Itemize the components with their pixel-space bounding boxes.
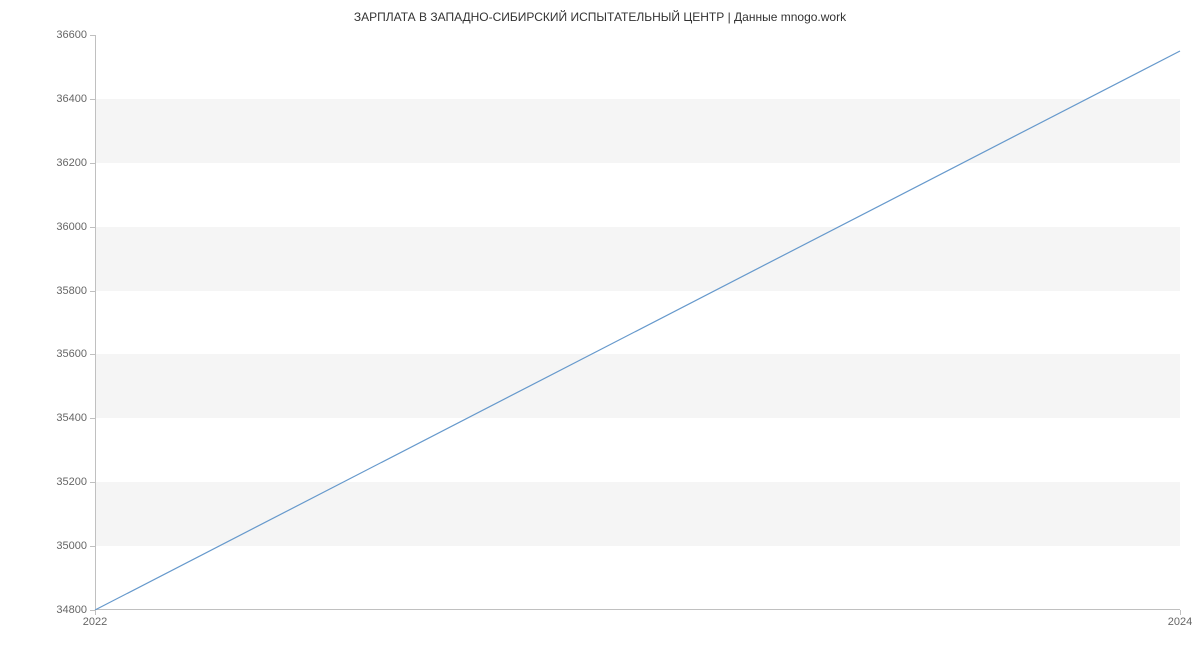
y-tick-label: 36600 [56, 29, 87, 41]
y-tick-mark [90, 418, 95, 419]
x-tick-mark [1180, 610, 1181, 615]
y-tick-label: 35200 [56, 476, 87, 488]
y-tick-label: 36200 [56, 157, 87, 169]
y-tick-mark [90, 546, 95, 547]
y-tick-mark [90, 163, 95, 164]
y-tick-mark [90, 354, 95, 355]
salary-line-chart: ЗАРПЛАТА В ЗАПАДНО-СИБИРСКИЙ ИСПЫТАТЕЛЬН… [0, 0, 1200, 650]
x-tick-mark [95, 610, 96, 615]
x-tick-label: 2024 [1168, 616, 1192, 628]
y-tick-label: 35000 [56, 540, 87, 552]
data-line [95, 35, 1180, 610]
y-tick-mark [90, 99, 95, 100]
y-tick-mark [90, 482, 95, 483]
y-tick-label: 35600 [56, 348, 87, 360]
chart-title: ЗАРПЛАТА В ЗАПАДНО-СИБИРСКИЙ ИСПЫТАТЕЛЬН… [0, 10, 1200, 24]
y-tick-mark [90, 291, 95, 292]
y-tick-label: 36000 [56, 221, 87, 233]
x-tick-label: 2022 [83, 616, 107, 628]
y-tick-label: 36400 [56, 93, 87, 105]
y-tick-mark [90, 227, 95, 228]
y-tick-label: 34800 [56, 604, 87, 616]
y-tick-mark [90, 35, 95, 36]
y-tick-label: 35800 [56, 285, 87, 297]
plot-area: 3480035000352003540035600358003600036200… [95, 35, 1180, 610]
y-tick-label: 35400 [56, 412, 87, 424]
